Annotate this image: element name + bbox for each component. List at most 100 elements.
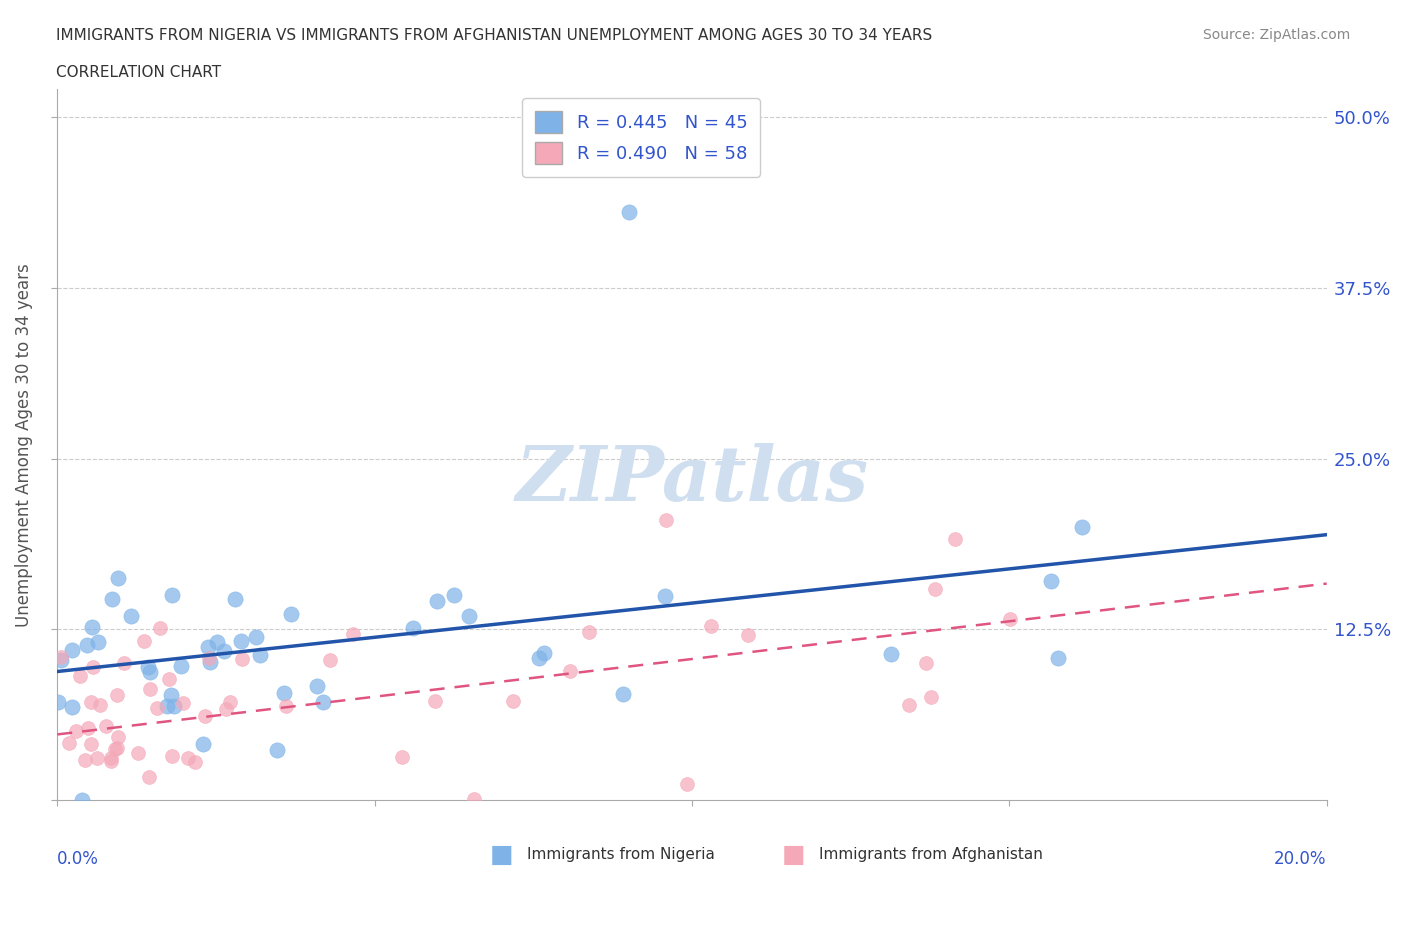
Point: [402, 620, 425, 635]
Point: [49, 653, 72, 668]
Point: [612, 686, 634, 701]
Text: ZIPatlas: ZIPatlas: [516, 444, 869, 517]
Point: [60, 699, 83, 714]
Point: [998, 611, 1021, 626]
Point: [60, 643, 83, 658]
Point: [198, 655, 221, 670]
Point: [100, 751, 122, 766]
Point: [65, 724, 87, 738]
Point: [46, 695, 69, 710]
Point: [139, 681, 162, 696]
Point: [342, 627, 364, 642]
Point: [318, 653, 340, 668]
Point: [76, 638, 98, 653]
Point: [215, 701, 238, 716]
Point: [1070, 520, 1092, 535]
Legend: R = 0.445   N = 45, R = 0.490   N = 58: R = 0.445 N = 45, R = 0.490 N = 58: [523, 99, 761, 177]
Point: [82, 659, 104, 674]
Point: [160, 688, 183, 703]
Point: [70, 793, 93, 808]
Point: [105, 687, 128, 702]
Point: [132, 633, 155, 648]
Point: [533, 645, 555, 660]
Point: [146, 700, 169, 715]
Point: [172, 696, 194, 711]
Point: [231, 652, 253, 667]
Text: CORRELATION CHART: CORRELATION CHART: [56, 65, 221, 80]
Point: [245, 630, 267, 644]
Point: [897, 698, 920, 712]
Point: [80, 737, 103, 751]
Point: [184, 754, 207, 769]
Point: [49, 814, 72, 829]
Point: [920, 690, 942, 705]
Point: [219, 695, 242, 710]
Point: [205, 634, 228, 649]
Point: [149, 620, 172, 635]
Point: [157, 671, 180, 686]
Point: [224, 592, 246, 607]
Point: [502, 693, 524, 708]
Point: [943, 532, 966, 547]
Point: [86, 751, 108, 765]
Point: [194, 709, 217, 724]
Y-axis label: Unemployment Among Ages 30 to 34 years: Unemployment Among Ages 30 to 34 years: [15, 263, 32, 627]
Point: [139, 664, 162, 679]
Point: [58, 736, 80, 751]
Point: [391, 750, 413, 764]
Point: [76, 721, 98, 736]
Point: [280, 606, 302, 621]
Point: [100, 753, 122, 768]
Point: [443, 588, 465, 603]
Point: [737, 628, 759, 643]
Text: 0.0%: 0.0%: [58, 850, 100, 868]
Point: [198, 650, 221, 665]
Point: [107, 729, 129, 744]
Point: [170, 658, 193, 673]
Point: [86, 634, 108, 649]
Text: ■: ■: [782, 843, 806, 867]
Point: [915, 656, 938, 671]
Point: [191, 737, 214, 751]
Point: [80, 804, 103, 818]
Point: [138, 770, 160, 785]
Point: [73, 752, 96, 767]
Point: [98, 810, 121, 825]
Point: [426, 593, 449, 608]
Point: [112, 656, 135, 671]
Point: [177, 751, 200, 765]
Point: [156, 698, 179, 713]
Point: [1039, 573, 1062, 588]
Point: [127, 746, 149, 761]
Point: [82, 619, 104, 634]
Text: Immigrants from Nigeria: Immigrants from Nigeria: [527, 846, 714, 861]
Point: [229, 634, 252, 649]
Point: [94, 718, 117, 733]
Point: [51, 650, 73, 665]
Point: [655, 512, 678, 527]
Text: Source: ZipAtlas.com: Source: ZipAtlas.com: [1202, 28, 1350, 42]
Point: [527, 650, 550, 665]
Point: [160, 588, 183, 603]
Point: [425, 693, 447, 708]
Point: [108, 804, 131, 818]
Point: [273, 685, 295, 700]
Point: [121, 608, 143, 623]
Point: [101, 591, 124, 606]
Text: ■: ■: [489, 843, 513, 867]
Point: [212, 644, 235, 658]
Point: [163, 698, 186, 713]
Point: [105, 740, 128, 755]
Point: [107, 570, 129, 585]
Text: 20.0%: 20.0%: [1274, 850, 1327, 868]
Point: [312, 695, 335, 710]
Point: [700, 618, 723, 633]
Point: [654, 589, 676, 604]
Point: [305, 679, 328, 694]
Point: [676, 777, 699, 791]
Point: [80, 695, 103, 710]
Point: [274, 699, 297, 714]
Point: [69, 669, 91, 684]
Point: [617, 205, 640, 219]
Point: [160, 749, 183, 764]
